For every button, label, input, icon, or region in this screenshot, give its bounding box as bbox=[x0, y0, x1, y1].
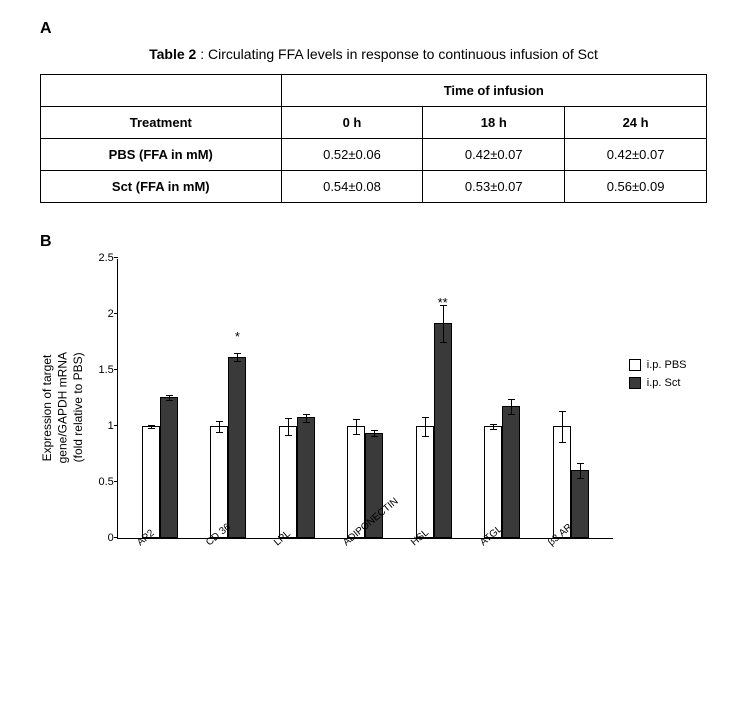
ytick-label: 0.5 bbox=[98, 476, 117, 488]
ytick-label: 1.5 bbox=[98, 364, 117, 376]
col-24h: 24 h bbox=[565, 107, 707, 139]
error-bar bbox=[562, 411, 563, 442]
table-caption: Table 2 : Circulating FFA levels in resp… bbox=[40, 46, 707, 62]
bars-container: *** bbox=[118, 259, 613, 538]
error-bar bbox=[151, 425, 152, 429]
cell: 0.56±0.09 bbox=[565, 171, 707, 203]
ytick-mark bbox=[114, 481, 118, 482]
x-labels: AP2CD 36LPLADIPONECTINHSLATGLβ3 AR bbox=[117, 545, 613, 556]
ytick-mark bbox=[114, 313, 118, 314]
cell: 0.42±0.07 bbox=[565, 139, 707, 171]
col-18h: 18 h bbox=[423, 107, 565, 139]
bar-sct: ** bbox=[434, 323, 452, 538]
significance-marker: ** bbox=[438, 295, 448, 310]
chart-wrap: Expression of target gene/GAPDH mRNA (fo… bbox=[40, 259, 707, 556]
error-bar bbox=[219, 421, 220, 432]
row-pbs-label: PBS (FFA in mM) bbox=[41, 139, 282, 171]
legend-label-pbs: i.p. PBS bbox=[647, 359, 687, 371]
chart-area: *** 00.511.522.5 AP2CD 36LPLADIPONECTINH… bbox=[93, 259, 613, 556]
error-bar bbox=[237, 353, 238, 362]
ytick-label: 2 bbox=[108, 308, 118, 320]
legend-item-pbs: i.p. PBS bbox=[629, 359, 687, 371]
legend-item-sct: i.p. Sct bbox=[629, 377, 687, 389]
error-bar bbox=[580, 463, 581, 479]
error-bar bbox=[306, 414, 307, 423]
plot-region: *** 00.511.522.5 bbox=[117, 259, 613, 539]
caption-rest: : Circulating FFA levels in response to … bbox=[196, 46, 598, 62]
error-bar bbox=[356, 419, 357, 435]
error-bar bbox=[425, 417, 426, 437]
caption-bold: Table 2 bbox=[149, 46, 196, 62]
row-sct-label: Sct (FFA in mM) bbox=[41, 171, 282, 203]
ytick-label: 0 bbox=[108, 532, 118, 544]
legend-swatch-sct bbox=[629, 377, 641, 389]
bar-group bbox=[130, 397, 190, 538]
ytick-mark bbox=[114, 537, 118, 538]
cell: 0.42±0.07 bbox=[423, 139, 565, 171]
error-bar bbox=[443, 305, 444, 343]
ytick-mark bbox=[114, 369, 118, 370]
treatment-header: Treatment bbox=[41, 107, 282, 139]
bar-sct: * bbox=[228, 357, 246, 538]
legend: i.p. PBS i.p. Sct bbox=[629, 359, 687, 395]
ytick-mark bbox=[114, 425, 118, 426]
error-bar bbox=[374, 430, 375, 437]
ffa-table: Time of infusion Treatment 0 h 18 h 24 h… bbox=[40, 74, 707, 203]
table-row: PBS (FFA in mM) 0.52±0.06 0.42±0.07 0.42… bbox=[41, 139, 707, 171]
error-bar bbox=[511, 399, 512, 415]
time-header: Time of infusion bbox=[281, 75, 706, 107]
y-axis-label: Expression of target gene/GAPDH mRNA (fo… bbox=[40, 352, 87, 463]
cell: 0.52±0.06 bbox=[281, 139, 423, 171]
cell: 0.53±0.07 bbox=[423, 171, 565, 203]
cell: 0.54±0.08 bbox=[281, 171, 423, 203]
bar-group: ** bbox=[404, 323, 464, 538]
legend-swatch-pbs bbox=[629, 359, 641, 371]
panel-a-label: A bbox=[40, 20, 707, 38]
ytick-mark bbox=[114, 257, 118, 258]
error-bar bbox=[288, 418, 289, 436]
empty-cell bbox=[41, 75, 282, 107]
ytick-label: 2.5 bbox=[98, 252, 117, 264]
table-row: Sct (FFA in mM) 0.54±0.08 0.53±0.07 0.56… bbox=[41, 171, 707, 203]
panel-b-label: B bbox=[40, 233, 707, 251]
significance-marker: * bbox=[235, 329, 240, 344]
col-0h: 0 h bbox=[281, 107, 423, 139]
legend-label-sct: i.p. Sct bbox=[647, 377, 681, 389]
error-bar bbox=[169, 395, 170, 402]
ytick-label: 1 bbox=[108, 420, 118, 432]
error-bar bbox=[493, 424, 494, 431]
bar-group: * bbox=[198, 357, 258, 538]
